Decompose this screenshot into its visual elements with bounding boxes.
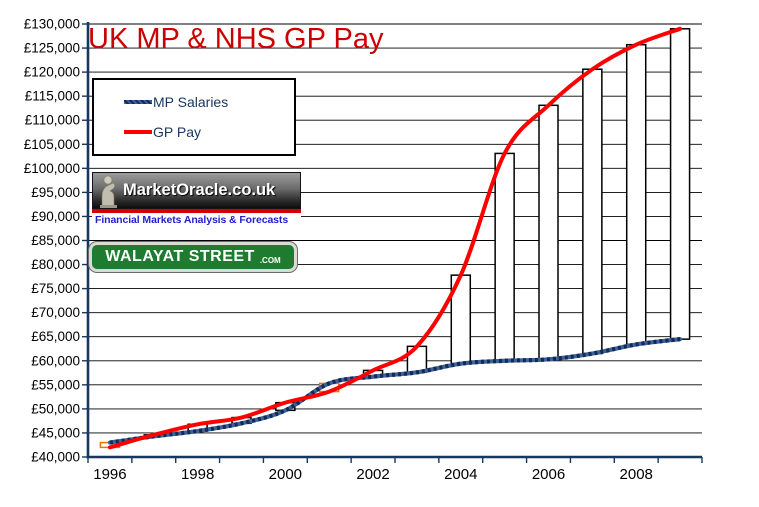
x-axis-label: 1998 xyxy=(181,466,214,483)
y-axis-label: £110,000 xyxy=(25,113,80,128)
x-axis-label: 2000 xyxy=(269,466,302,483)
x-axis-label: 1996 xyxy=(93,466,126,483)
pay-gap-bar xyxy=(625,43,647,346)
x-axis-label: 2004 xyxy=(444,466,477,483)
y-axis-label: £100,000 xyxy=(24,161,80,176)
y-axis-label: £55,000 xyxy=(31,377,80,392)
statue-icon xyxy=(100,175,117,208)
chart-title: UK MP & NHS GP Pay xyxy=(88,23,384,55)
y-axis-label: £85,000 xyxy=(31,233,80,248)
y-axis-label: £105,000 xyxy=(24,137,80,152)
mp-salaries-line-texture xyxy=(109,337,681,445)
y-axis-label: £125,000 xyxy=(24,41,80,56)
mp-salaries-line-swatch xyxy=(124,100,152,104)
x-axis-label: 2002 xyxy=(356,466,389,483)
walayat-street-sign: WALAYAT STREET .COM xyxy=(89,242,297,272)
y-axis-label: £75,000 xyxy=(31,281,80,296)
pay-gap-bar xyxy=(582,68,603,355)
marketoracle-tagline: Financial Markets Analysis & Forecasts xyxy=(92,213,301,228)
walayat-street-name: WALAYAT STREET xyxy=(105,248,255,265)
pay-gap-bar xyxy=(669,28,691,340)
pay-gap-bar xyxy=(538,104,559,361)
y-axis-label: £90,000 xyxy=(31,209,80,224)
y-axis-label: £65,000 xyxy=(31,329,80,344)
y-axis-label: £130,000 xyxy=(24,17,80,32)
y-axis-label: £120,000 xyxy=(24,65,80,80)
y-axis-label: £40,000 xyxy=(31,450,80,465)
legend-item-mp-salaries: MP Salaries xyxy=(124,94,294,110)
y-axis-label: £60,000 xyxy=(31,353,80,368)
y-axis-label: £95,000 xyxy=(31,185,80,200)
red-stripe xyxy=(92,209,301,213)
pay-gap-bar xyxy=(494,152,515,362)
chart-legend: MP Salaries GP Pay xyxy=(92,78,296,156)
gp-pay-line xyxy=(107,26,683,450)
x-axis-label: 2006 xyxy=(532,466,565,483)
y-axis-label: £115,000 xyxy=(25,89,80,104)
gp-pay-line-swatch xyxy=(124,130,152,134)
marketoracle-name: MarketOracle.co.uk xyxy=(123,181,276,199)
legend-label: GP Pay xyxy=(153,124,201,140)
y-axis-label: £45,000 xyxy=(31,425,80,440)
walayat-street-suffix: .COM xyxy=(259,256,281,265)
y-axis-label: £50,000 xyxy=(31,401,80,416)
x-axis-label: 2008 xyxy=(620,466,653,483)
marketoracle-logo: MarketOracle.co.uk Financial Markets Ana… xyxy=(92,172,301,228)
legend-item-gp-pay: GP Pay xyxy=(124,124,294,140)
y-axis-label: £70,000 xyxy=(31,305,80,320)
marketoracle-banner: MarketOracle.co.uk xyxy=(92,172,301,209)
y-axis-label: £80,000 xyxy=(31,257,80,272)
legend-label: MP Salaries xyxy=(153,94,229,110)
